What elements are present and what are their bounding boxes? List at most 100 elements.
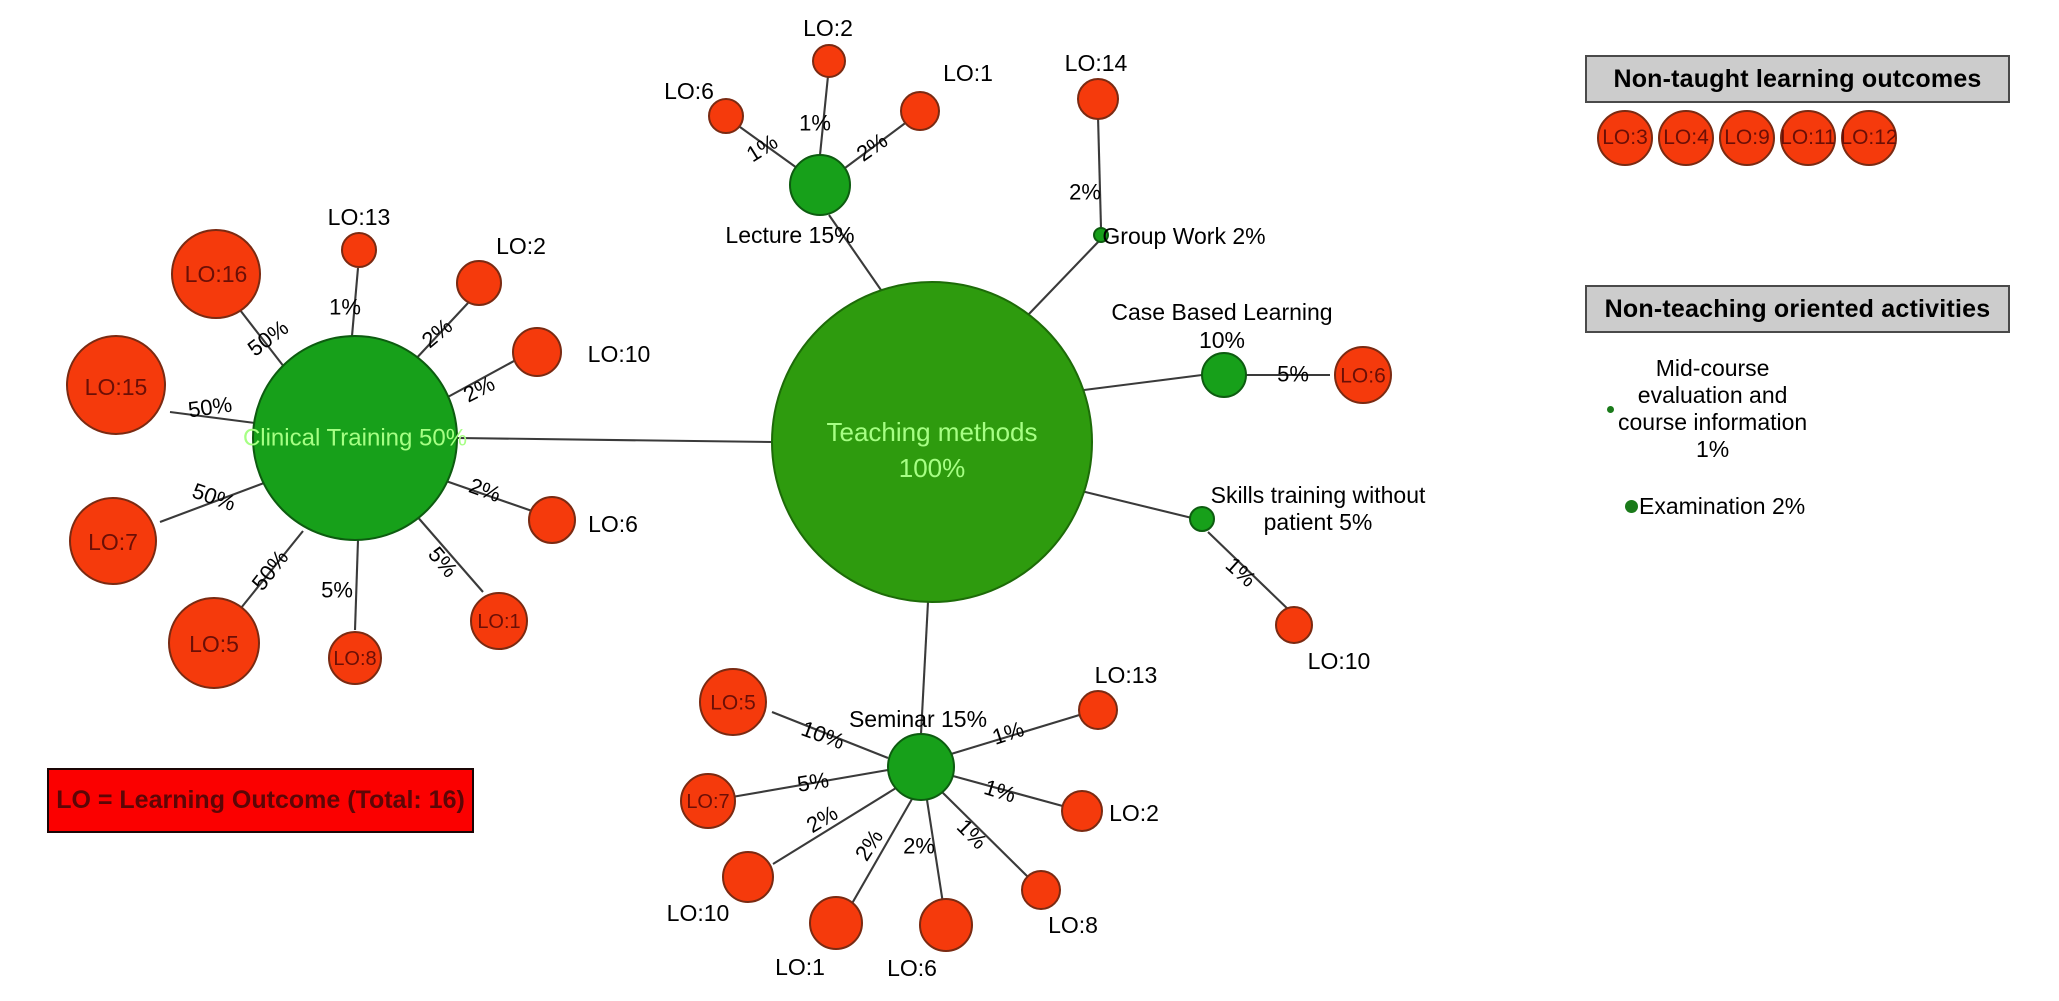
non-taught-lo-9[interactable]: LO:9: [1719, 110, 1775, 166]
edges-group-work: [1096, 115, 1103, 229]
node-st-lo10[interactable]: LO:10: [1275, 606, 1370, 674]
ct-lo2-circle[interactable]: [456, 260, 502, 306]
lec-lo1-pct: 2%: [852, 128, 892, 167]
node-ct-lo16[interactable]: LO:16: [171, 229, 261, 319]
edges-center: [457, 214, 1203, 735]
sem-lo13-label: LO:13: [1095, 662, 1158, 688]
node-skills-training[interactable]: Skills training without patient 5%: [1189, 482, 1426, 535]
lec-lo1-circle[interactable]: [900, 91, 940, 131]
ct-lo7-circle[interactable]: [69, 497, 157, 585]
sem-lo5-label: LO:5: [710, 692, 756, 715]
edge-seminar-lo10: [772, 787, 897, 865]
cbl-lo6-circle[interactable]: [1334, 346, 1392, 404]
non-teaching-item-mid-course[interactable]: Mid-course evaluation and course informa…: [1607, 355, 1807, 463]
lo-definition-text: LO = Learning Outcome (Total: 16): [56, 786, 465, 814]
non-teaching-activities-list: Mid-course evaluation and course informa…: [1585, 355, 2010, 519]
sem-lo2-pct: 1%: [981, 774, 1019, 807]
skills-training-label-line1: Skills training without: [1211, 482, 1426, 508]
edge-center-lecture: [828, 214, 882, 291]
ct-lo6-pct: 2%: [466, 473, 504, 507]
node-lec-lo6[interactable]: LO:6: [664, 78, 744, 134]
sem-lo13-circle[interactable]: [1078, 690, 1118, 730]
sem-lo1-label: LO:1: [775, 954, 825, 980]
sem-lo2-circle[interactable]: [1061, 790, 1103, 832]
edge-clinical-lo15: [169, 410, 256, 425]
node-lecture[interactable]: Lecture 15%: [725, 154, 855, 248]
teaching-methods-circle[interactable]: [771, 281, 1093, 603]
node-ct-lo15[interactable]: LO:15: [66, 335, 166, 435]
node-cbl-lo6[interactable]: LO:6: [1334, 346, 1392, 404]
ct-lo13-circle[interactable]: [341, 232, 377, 268]
node-ct-lo13[interactable]: LO:13: [328, 204, 391, 268]
ct-lo13-pct: 1%: [329, 295, 361, 320]
ct-lo15-circle[interactable]: [66, 335, 166, 435]
ct-lo2-pct: 2%: [417, 313, 457, 353]
node-sem-lo2[interactable]: LO:2: [1061, 790, 1159, 832]
cluster-seminar-outcomes: LO:5 10% LO:7 5% LO:10 2% LO:1 2% LO:6: [667, 662, 1159, 981]
seminar-circle[interactable]: [887, 733, 955, 801]
node-ct-lo10[interactable]: LO:10: [512, 327, 650, 377]
ct-lo6-circle[interactable]: [528, 496, 576, 544]
node-ct-lo7[interactable]: LO:7: [69, 497, 157, 585]
group-work-circle[interactable]: [1093, 227, 1109, 243]
non-taught-lo-3[interactable]: LO:3: [1597, 110, 1653, 166]
node-sem-lo6[interactable]: LO:6: [887, 898, 973, 981]
node-ct-lo8[interactable]: LO:8: [328, 631, 382, 685]
node-sem-lo1[interactable]: LO:1: [775, 896, 863, 980]
case-based-circle[interactable]: [1201, 352, 1247, 398]
sem-lo6-circle[interactable]: [919, 898, 973, 952]
st-lo10-circle[interactable]: [1275, 606, 1313, 644]
gw-lo14-circle[interactable]: [1077, 78, 1119, 120]
node-ct-lo5[interactable]: LO:5: [168, 597, 260, 689]
node-ct-lo1[interactable]: LO:1: [470, 592, 528, 650]
case-based-label-line1: Case Based Learning: [1111, 299, 1332, 325]
edge-seminar-lo6: [925, 799, 946, 911]
node-gw-lo14[interactable]: LO:14: [1065, 50, 1128, 120]
node-group-work[interactable]: Group Work 2%: [1093, 223, 1266, 249]
sem-lo8-pct: 1%: [952, 814, 992, 854]
clinical-training-circle[interactable]: [252, 335, 458, 541]
sem-lo8-label: LO:8: [1048, 912, 1098, 938]
sem-lo5-circle[interactable]: [699, 668, 767, 736]
ct-lo8-circle[interactable]: [328, 631, 382, 685]
skills-training-label-line2: patient 5%: [1264, 509, 1373, 535]
node-teaching-methods[interactable]: Teaching methods 100%: [771, 281, 1093, 603]
node-case-based-learning[interactable]: Case Based Learning 10%: [1111, 299, 1333, 398]
sem-lo7-circle[interactable]: [680, 773, 736, 829]
node-seminar[interactable]: Seminar 15%: [849, 706, 987, 801]
node-ct-lo6[interactable]: LO:6: [528, 496, 638, 544]
node-ct-lo2[interactable]: LO:2: [456, 233, 546, 306]
non-teaching-item-examination[interactable]: Examination 2%: [1625, 493, 1805, 520]
skills-training-circle[interactable]: [1189, 506, 1215, 532]
cluster-skills-training-outcomes: LO:10 1%: [1221, 552, 1371, 674]
lec-lo1-label: LO:1: [943, 60, 993, 86]
node-sem-lo13[interactable]: LO:13: [1078, 662, 1158, 730]
ct-lo1-circle[interactable]: [470, 592, 528, 650]
lecture-circle[interactable]: [789, 154, 851, 216]
non-taught-lo-4[interactable]: LO:4: [1658, 110, 1714, 166]
examination-label: Examination 2%: [1639, 493, 1806, 519]
ct-lo10-circle[interactable]: [512, 327, 562, 377]
node-lec-lo2[interactable]: LO:2: [803, 15, 853, 78]
lec-lo2-circle[interactable]: [812, 44, 846, 78]
node-sem-lo10[interactable]: LO:10: [667, 851, 774, 926]
ct-lo5-circle[interactable]: [168, 597, 260, 689]
node-lec-lo1[interactable]: LO:1: [900, 60, 993, 131]
node-sem-lo8[interactable]: LO:8: [1021, 870, 1098, 938]
lec-lo6-circle[interactable]: [708, 98, 744, 134]
sem-lo10-circle[interactable]: [722, 851, 774, 903]
edge-center-groupwork: [1027, 239, 1101, 316]
node-sem-lo7[interactable]: LO:7: [680, 773, 736, 829]
node-clinical-training[interactable]: Clinical Training 50%: [243, 335, 467, 541]
node-sem-lo5[interactable]: LO:5: [699, 668, 767, 736]
non-taught-lo-12[interactable]: LO:12: [1840, 110, 1898, 166]
edge-seminar-lo8: [941, 791, 1029, 878]
sem-lo8-circle[interactable]: [1021, 870, 1061, 910]
non-taught-lo-11[interactable]: LO:11: [1780, 110, 1836, 166]
ct-lo16-circle[interactable]: [171, 229, 261, 319]
edge-center-skills: [1072, 487, 1193, 520]
ct-lo16-pct: 50%: [243, 315, 293, 361]
sem-lo1-circle[interactable]: [809, 896, 863, 950]
edge-clinical-lo1: [414, 513, 484, 593]
sem-lo7-pct: 5%: [795, 767, 830, 797]
